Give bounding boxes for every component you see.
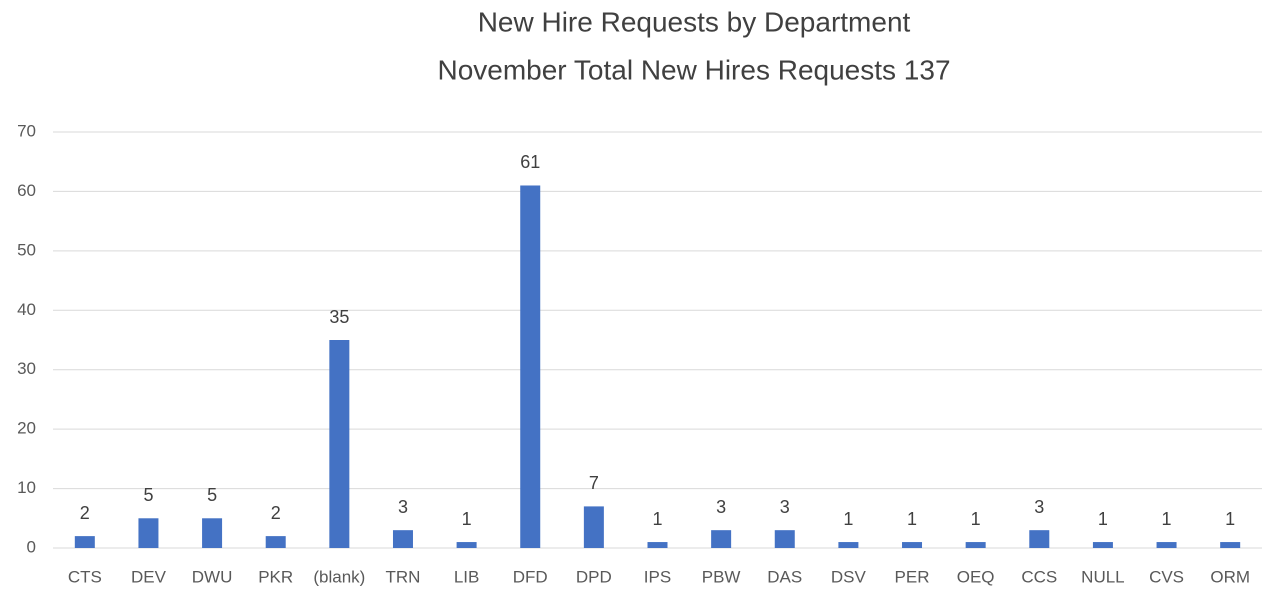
x-tick-label: IPS	[644, 567, 671, 586]
x-tick-label: ORM	[1210, 567, 1250, 586]
chart-title: New Hire Requests by Department	[478, 6, 911, 37]
y-tick-label: 20	[17, 419, 36, 438]
bar	[392, 530, 413, 548]
data-label: 1	[462, 509, 472, 529]
bar	[1092, 542, 1113, 548]
bar	[520, 185, 541, 548]
bar	[265, 536, 286, 548]
bar	[647, 542, 668, 548]
data-label: 3	[780, 497, 790, 517]
bar	[774, 530, 795, 548]
data-label: 1	[971, 509, 981, 529]
data-label: 3	[1034, 497, 1044, 517]
bar	[138, 518, 159, 548]
data-label: 2	[80, 503, 90, 523]
x-tick-label: OEQ	[957, 567, 995, 586]
x-tick-label: DFD	[513, 567, 548, 586]
chart-subtitle: November Total New Hires Requests 137	[437, 54, 950, 85]
data-label: 1	[843, 509, 853, 529]
bar	[902, 542, 923, 548]
bar	[711, 530, 732, 548]
data-label: 7	[589, 473, 599, 493]
bar	[1220, 542, 1241, 548]
x-tick-label: PBW	[702, 567, 741, 586]
x-tick-label: CTS	[68, 567, 102, 586]
x-tick-label: DWU	[192, 567, 233, 586]
data-label: 1	[1162, 509, 1172, 529]
x-tick-label: (blank)	[313, 567, 365, 586]
data-label: 1	[1098, 509, 1108, 529]
data-label: 5	[207, 485, 217, 505]
bar	[202, 518, 223, 548]
y-tick-label: 60	[17, 181, 36, 200]
data-label: 1	[907, 509, 917, 529]
x-tick-label: DAS	[767, 567, 802, 586]
x-tick-label: DPD	[576, 567, 612, 586]
x-tick-label: DEV	[131, 567, 167, 586]
data-label: 5	[143, 485, 153, 505]
x-tick-label: PER	[895, 567, 930, 586]
data-label: 35	[329, 307, 349, 327]
y-tick-label: 50	[17, 240, 36, 259]
bar	[965, 542, 986, 548]
x-tick-label: LIB	[454, 567, 480, 586]
x-tick-label: CCS	[1021, 567, 1057, 586]
y-tick-label: 10	[17, 478, 36, 497]
x-tick-label: NULL	[1081, 567, 1124, 586]
y-tick-label: 70	[17, 121, 36, 140]
x-tick-label: TRN	[385, 567, 420, 586]
data-label: 3	[398, 497, 408, 517]
data-label: 3	[716, 497, 726, 517]
bar	[583, 506, 604, 548]
y-tick-label: 40	[17, 300, 36, 319]
bar	[74, 536, 95, 548]
x-tick-label: PKR	[258, 567, 293, 586]
bar	[1029, 530, 1050, 548]
x-tick-label: DSV	[831, 567, 867, 586]
y-tick-label: 0	[27, 537, 36, 556]
bar	[456, 542, 477, 548]
bar	[1156, 542, 1177, 548]
data-label: 1	[652, 509, 662, 529]
data-label: 1	[1225, 509, 1235, 529]
bar	[329, 340, 350, 548]
data-label: 61	[520, 152, 540, 172]
data-label: 2	[271, 503, 281, 523]
x-tick-label: CVS	[1149, 567, 1184, 586]
bar	[838, 542, 859, 548]
y-tick-label: 30	[17, 359, 36, 378]
